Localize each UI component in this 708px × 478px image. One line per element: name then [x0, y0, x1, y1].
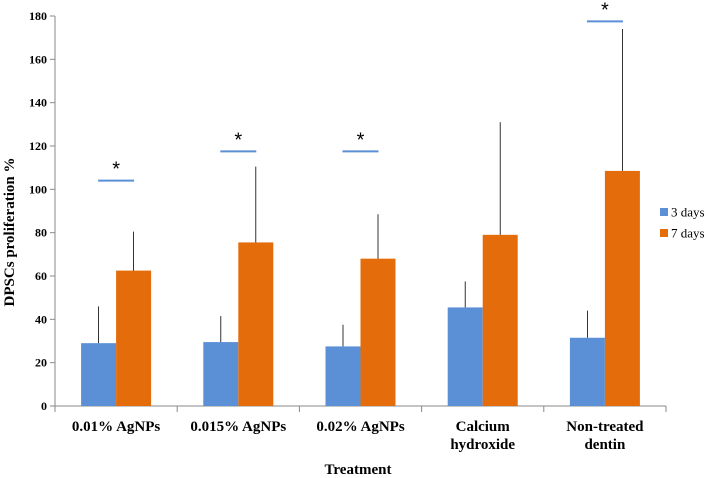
bar-3-days [203, 342, 239, 406]
x-category-label: hydroxide [450, 437, 515, 453]
bar-3-days [81, 343, 117, 406]
bar-3-days [569, 337, 605, 406]
bar-7-days [482, 234, 518, 406]
x-category-label: 0.01% AgNPs [72, 419, 161, 435]
significance-star: * [112, 159, 120, 181]
y-tick-label: 0 [41, 399, 47, 413]
legend-swatch-7-days [660, 229, 668, 237]
x-axis-title: Treatment [325, 462, 392, 478]
y-tick-label: 120 [29, 139, 47, 153]
legend: 3 days 7 days [660, 205, 705, 241]
legend-swatch-3-days [660, 208, 668, 216]
significance-markers: * * * * [98, 0, 623, 182]
error-bars [98, 29, 623, 347]
significance-star: * [357, 129, 365, 151]
bar-3-days [447, 307, 483, 406]
y-tick-label: 100 [29, 182, 47, 196]
y-tick-label: 20 [35, 356, 47, 370]
x-category-label: 0.02% AgNPs [316, 419, 405, 435]
y-tick-label: 40 [35, 312, 47, 326]
bar-3-days [325, 346, 361, 406]
significance-star: * [601, 0, 609, 21]
bar-7-days [238, 242, 274, 406]
y-tick-label: 160 [29, 52, 47, 66]
bars [81, 170, 640, 406]
y-axis: 0 20 40 60 80 100 120 140 160 180 [29, 9, 56, 413]
legend-label-3-days: 3 days [671, 205, 705, 220]
x-category-label: dentin [584, 437, 626, 453]
x-axis: 0.01% AgNPs 0.015% AgNPs 0.02% AgNPs Calciu… [54, 405, 667, 453]
x-category-label: Non-treated [566, 419, 644, 435]
significance-star: * [234, 129, 242, 151]
y-axis-title: DPSCs proliferation % [2, 158, 18, 307]
y-tick-label: 180 [29, 9, 47, 23]
bar-7-days [360, 258, 396, 406]
bar-7-days [604, 170, 640, 406]
y-tick-label: 140 [29, 96, 47, 110]
bar-7-days [116, 270, 152, 406]
x-category-label: 0.015% AgNPs [190, 419, 286, 435]
x-category-label: Calcium [456, 419, 511, 435]
y-tick-label: 60 [35, 269, 47, 283]
legend-label-7-days: 7 days [671, 226, 705, 241]
y-tick-label: 80 [35, 226, 47, 240]
